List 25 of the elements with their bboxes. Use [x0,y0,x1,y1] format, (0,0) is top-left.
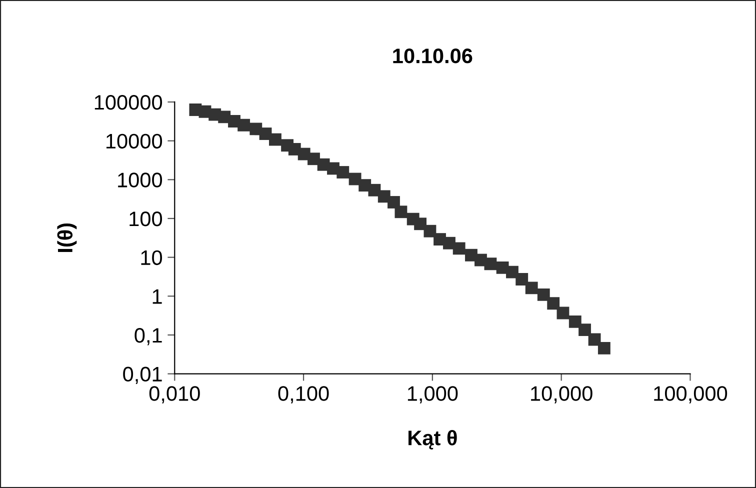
y-tick-label: 1 [152,289,162,304]
x-tick-label: 1,000 [408,386,458,404]
point [238,118,250,132]
y-axis-title: I(θ) [57,223,77,252]
y-tick-label: 100000 [94,94,162,110]
point [556,306,570,320]
y-tick-label: 10000 [106,134,162,149]
y-tick-label: 100 [130,211,162,226]
point [388,196,400,208]
point [525,282,538,294]
y-tick-label: 0,01 [123,366,162,384]
point [516,273,528,286]
x-axis-title: Kąt θ [408,430,457,450]
chart-title: 10.10.06 [393,48,472,64]
point [547,297,560,310]
x-tick-label: 0,010 [149,386,200,404]
x-tick-label: 10,000 [531,386,592,404]
x-tick-label: 100,000 [654,386,728,404]
point [269,133,282,146]
point [336,166,350,178]
point [537,288,550,301]
y-tick-label: 0,1 [134,328,162,346]
y-tick-label: 1000 [118,172,162,188]
x-tick-label: 0,100 [278,386,329,404]
y-tick-label: 10 [141,250,162,266]
